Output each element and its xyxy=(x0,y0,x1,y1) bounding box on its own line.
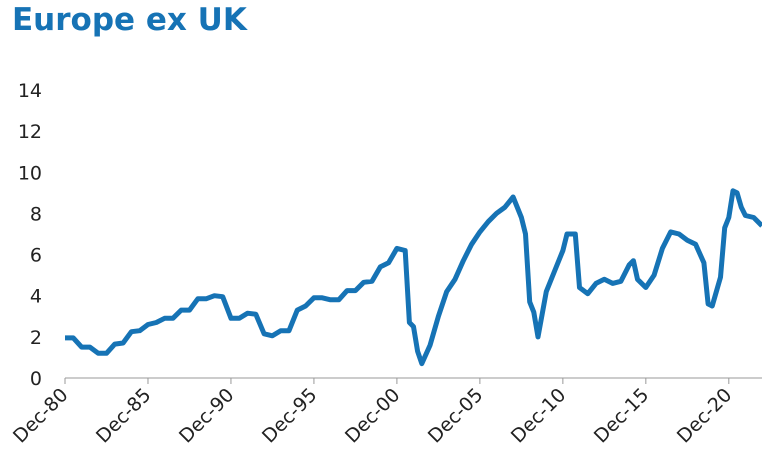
x-tick-label: Dec-15 xyxy=(590,384,654,448)
y-tick-label: 6 xyxy=(30,245,42,267)
x-tick-label: Dec-90 xyxy=(175,384,239,448)
y-tick-label: 4 xyxy=(30,286,42,308)
x-tick-label: Dec-20 xyxy=(673,384,737,448)
y-tick-label: 10 xyxy=(18,162,42,184)
x-tick-label: Dec-85 xyxy=(92,384,156,448)
y-tick-label: 2 xyxy=(30,327,42,349)
x-tick-label: Dec-00 xyxy=(341,384,405,448)
y-tick-label: 12 xyxy=(18,121,42,143)
x-tick-label: Dec-80 xyxy=(9,384,73,448)
x-tick-label: Dec-05 xyxy=(424,384,488,448)
x-tick-label: Dec-95 xyxy=(258,384,322,448)
y-tick-label: 14 xyxy=(18,80,42,102)
y-tick-label: 0 xyxy=(30,368,42,390)
y-tick-label: 8 xyxy=(30,203,42,225)
chart-title: Europe ex UK xyxy=(12,2,248,38)
series-line xyxy=(65,188,762,367)
x-tick-label: Dec-10 xyxy=(507,384,571,448)
